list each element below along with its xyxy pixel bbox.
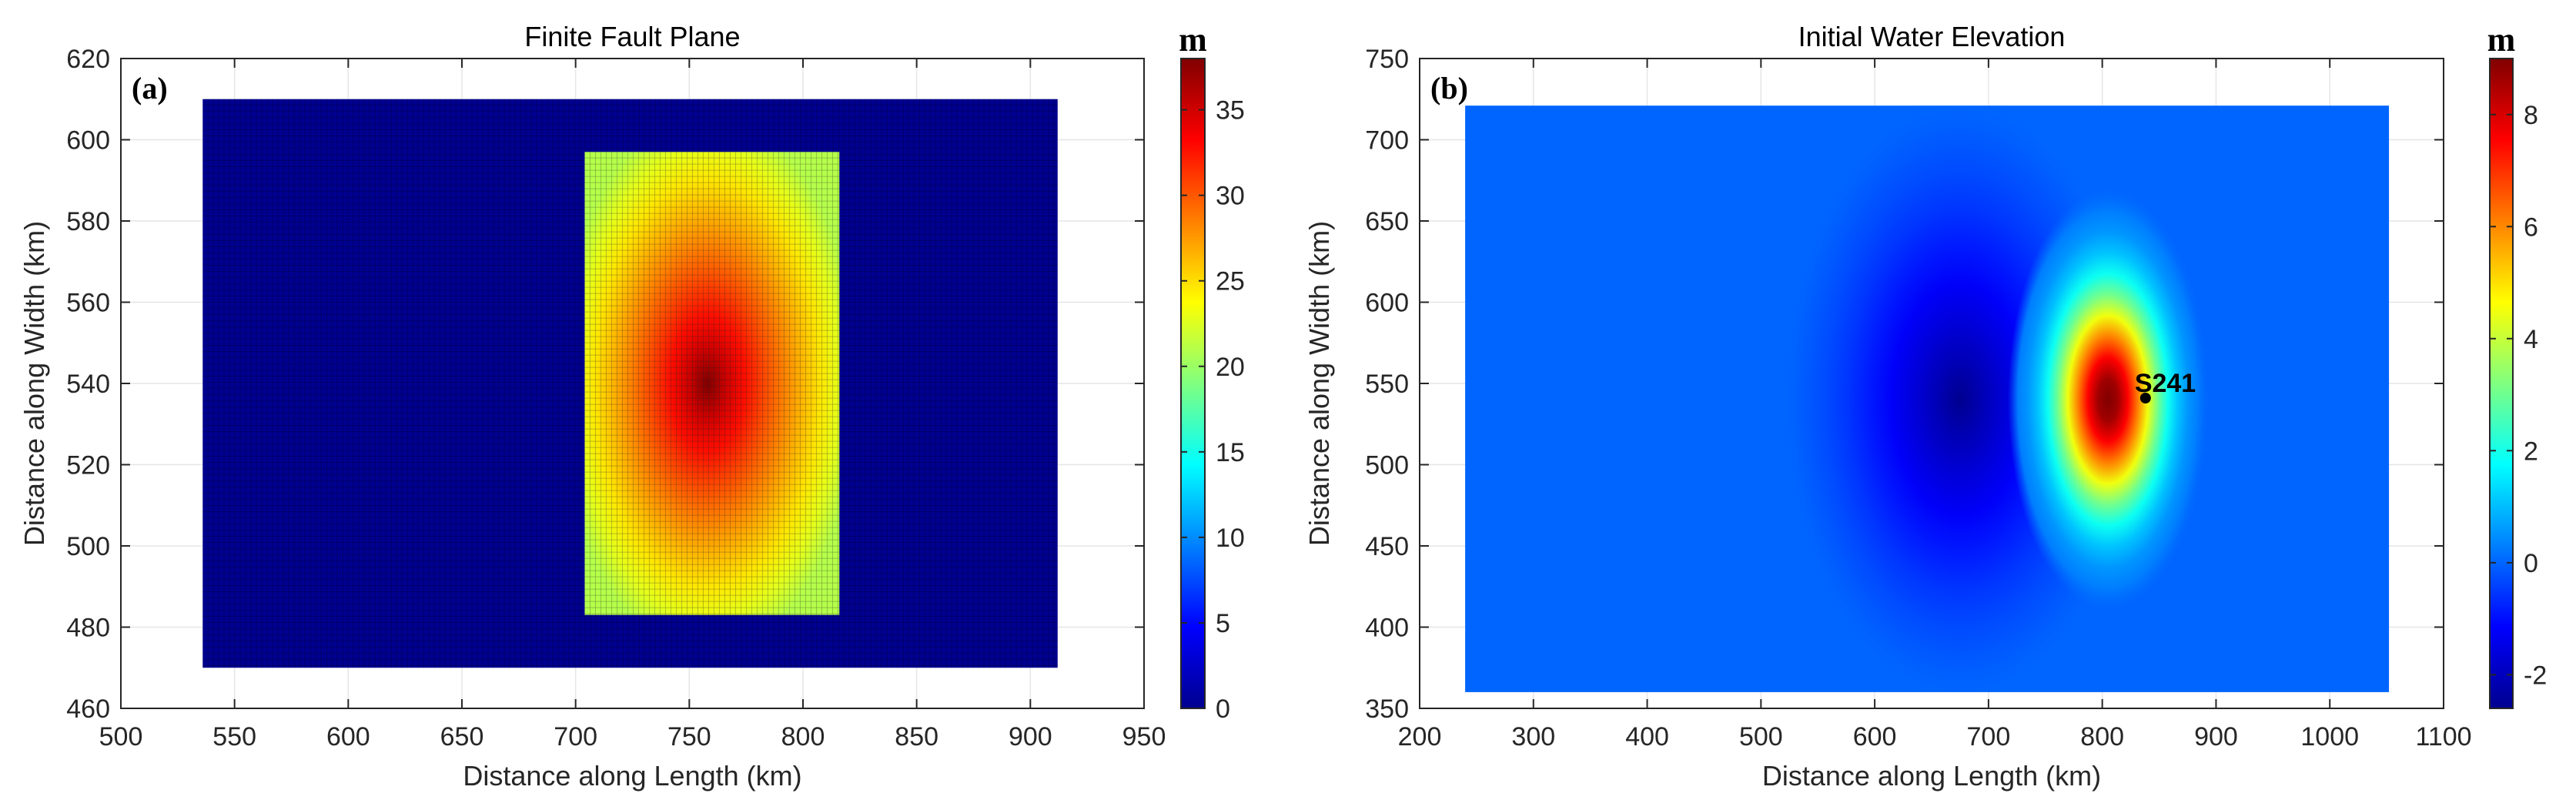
x-tick-label: 300 (1511, 722, 1555, 751)
x-axis-label-b: Distance along Length (km) (1762, 760, 2101, 792)
panel-a: 500 550 600 650 700 750 800 850 900 950 460480500… (18, 21, 1245, 792)
x-tick-label: 500 (99, 722, 143, 751)
x-tick-label: 1100 (2415, 722, 2471, 751)
x-tick-label: 600 (326, 722, 370, 751)
x-tick-label: 600 (1853, 722, 1897, 751)
colorbar-fill-a (1181, 59, 1205, 708)
y-tick-label: 480 (66, 614, 110, 643)
y-tick-label: 750 (1365, 45, 1409, 74)
colorbar-tick-label: 35 (1216, 96, 1245, 126)
colorbar-a: 0 5 10 15 20 25 30 35 m (1179, 21, 1245, 724)
y-ticks-b: 350 400 450 500 550 600 650 700 750 (1365, 45, 2444, 724)
colorbar-fill-b (2490, 59, 2513, 708)
x-axis-label-a: Distance along Length (km) (463, 760, 801, 792)
y-tick-label: 500 (1365, 451, 1409, 480)
y-axis-label-a: Distance along Width (km) (18, 221, 50, 546)
x-tick-label: 1000 (2300, 722, 2359, 751)
y-axis-label-b: Distance along Width (km) (1303, 221, 1335, 546)
y-tick-label: 450 (1365, 532, 1409, 561)
x-tick-label: 800 (781, 722, 825, 751)
y-tick-label: 520 (66, 451, 110, 480)
y-tick-label: 620 (66, 45, 110, 74)
x-tick-label: 700 (1967, 722, 2011, 751)
x-tick-label: 700 (554, 722, 597, 751)
x-tick-label: 650 (440, 722, 484, 751)
colorbar-unit-a: m (1179, 21, 1207, 59)
y-tick-label: 550 (1365, 370, 1409, 399)
colorbar-tick-label: 0 (2524, 549, 2538, 578)
x-tick-label: 900 (1009, 722, 1052, 751)
y-ticks-a: 460 480 500 520 540 560 580 600 620 (66, 45, 1144, 724)
colorbar-box-b (2489, 58, 2514, 709)
y-tick-label: 350 (1365, 695, 1409, 724)
colorbar-tick-label: 30 (1216, 182, 1245, 211)
colorbar-b: -2 0 2 4 6 8 m (2487, 21, 2547, 709)
colorbar-tick-label: 8 (2524, 101, 2538, 130)
y-tick-label: 600 (1365, 289, 1409, 318)
plot-content-a (202, 99, 1058, 668)
colorbar-tick-label: -2 (2524, 661, 2547, 690)
chart-title-b: Initial Water Elevation (1798, 21, 2066, 52)
y-tick-label: 600 (66, 126, 110, 156)
panel-b: S241 200 300 400 500 600 700 800 900 1000 1100 35… (1303, 21, 2547, 792)
uplift-field (1465, 105, 2390, 692)
x-ticks-a: 500 550 600 650 700 750 800 850 900 950 (99, 59, 1166, 751)
colorbar-tick-label: 10 (1216, 524, 1245, 553)
colorbar-tick-label: 4 (2524, 325, 2538, 354)
station-marker (2139, 392, 2151, 403)
x-tick-label: 850 (895, 722, 938, 751)
x-tick-label: 900 (2194, 722, 2238, 751)
y-tick-label: 460 (66, 695, 110, 724)
x-tick-label: 750 (667, 722, 711, 751)
y-tick-label: 500 (66, 532, 110, 561)
x-tick-label: 400 (1625, 722, 1669, 751)
plot-content-b: S241 (1465, 105, 2390, 692)
x-tick-label: 950 (1122, 722, 1166, 751)
x-tick-label: 800 (2080, 722, 2124, 751)
colorbar-tick-label: 6 (2524, 213, 2538, 242)
colorbar-tick-label: 2 (2524, 437, 2538, 466)
panel-label-b: (b) (1430, 71, 1468, 105)
x-ticks-b: 200 300 400 500 600 700 800 900 1000 1100 (1398, 59, 2472, 751)
colorbar-tick-label: 20 (1216, 353, 1245, 382)
colorbar-ticks-b: -2 0 2 4 6 8 (2490, 101, 2547, 690)
y-tick-label: 540 (66, 370, 110, 399)
y-tick-label: 580 (66, 207, 110, 236)
panel-label-a: (a) (132, 71, 168, 105)
colorbar-tick-label: 15 (1216, 438, 1245, 467)
colorbar-ticks-a: 0 5 10 15 20 25 30 35 (1181, 96, 1245, 724)
station-label: S241 (2135, 369, 2196, 398)
y-tick-label: 700 (1365, 126, 1409, 156)
slip-patch-mesh (584, 152, 840, 615)
colorbar-tick-label: 0 (1216, 695, 1230, 724)
colorbar-unit-b: m (2487, 21, 2516, 59)
x-tick-label: 500 (1739, 722, 1783, 751)
y-tick-label: 400 (1365, 614, 1409, 643)
colorbar-box-a (1180, 58, 1206, 709)
x-tick-label: 550 (212, 722, 256, 751)
colorbar-tick-label: 5 (1216, 609, 1230, 638)
y-tick-label: 650 (1365, 207, 1409, 236)
y-tick-label: 560 (66, 289, 110, 318)
chart-title-a: Finite Fault Plane (524, 21, 740, 52)
x-tick-label: 200 (1398, 722, 1442, 751)
colorbar-tick-label: 25 (1216, 267, 1245, 296)
